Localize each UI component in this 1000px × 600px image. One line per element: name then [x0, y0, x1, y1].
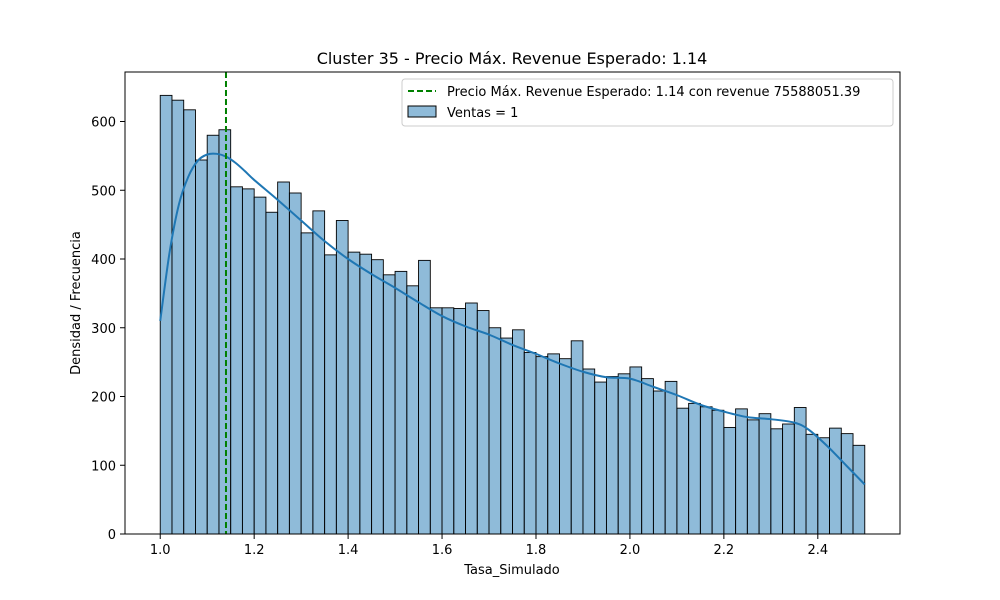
plot-frame: [124, 71, 901, 535]
legend-label-ventas: Ventas = 1: [447, 106, 518, 121]
histogram-bar: [617, 373, 631, 535]
x-tick-label: 1.4: [338, 543, 359, 558]
legend-histogram-swatch: [407, 105, 437, 118]
x-tick-label: 2.2: [714, 543, 735, 558]
histogram-bar: [488, 327, 502, 535]
histogram-bar: [852, 444, 866, 535]
histogram-bar: [535, 356, 549, 535]
y-tick-label: 400: [91, 253, 116, 268]
histogram-bar: [594, 381, 607, 535]
legend-frame: [401, 78, 894, 127]
histogram-bar: [770, 428, 784, 535]
histogram-bar: [394, 270, 408, 535]
histogram-bar: [699, 406, 713, 535]
histogram-bar: [277, 181, 290, 535]
histogram-bar: [241, 188, 255, 535]
histogram-bar: [406, 285, 420, 535]
histogram-bar: [335, 220, 349, 535]
histogram-bar: [629, 366, 643, 535]
histogram-bar: [418, 259, 431, 535]
x-tick-label: 1.2: [244, 543, 265, 558]
histogram-bar: [371, 259, 384, 535]
histogram-bar: [429, 307, 443, 535]
x-tick-label: 1.6: [432, 543, 453, 558]
x-tick-label: 1.8: [526, 543, 547, 558]
histogram-bar: [218, 129, 232, 535]
histogram-bar: [206, 134, 220, 535]
y-tick-label: 300: [91, 322, 116, 337]
y-tick-label: 100: [91, 459, 116, 474]
histogram-bar: [288, 192, 302, 535]
histogram-bar: [382, 274, 396, 535]
y-axis-title: Densidad / Frecuencia: [69, 231, 84, 375]
histogram-bar: [676, 407, 690, 535]
histogram-bar: [195, 159, 208, 535]
histogram-bar: [453, 308, 466, 535]
chart-title: Cluster 35 - Precio Máx. Revenue Esperad…: [317, 49, 708, 68]
histogram-bar: [441, 307, 455, 535]
histogram-bar: [465, 302, 478, 535]
histogram-bar: [688, 402, 701, 535]
axes: 1.0 1.2 1.4 1.6 1.8 2.0 2.2 2.4 0 100 200 300 400 500…: [91, 71, 901, 558]
y-tick-label: 500: [91, 184, 116, 199]
histogram-bar: [312, 210, 326, 535]
legend-label-max-revenue: Precio Máx. Revenue Esperado: 1.14 con r…: [447, 85, 860, 100]
histogram-bar: [664, 380, 678, 535]
x-tick-label: 2.4: [807, 543, 828, 558]
histogram-bar: [300, 232, 314, 535]
x-tick-label: 2.0: [620, 543, 641, 558]
histogram-bar: [265, 211, 279, 535]
histogram-bar: [723, 426, 737, 535]
histogram-bar: [476, 310, 490, 535]
histogram-bar: [605, 376, 619, 535]
x-tick-label: 1.0: [150, 543, 171, 558]
histogram-bar: [758, 413, 772, 535]
histogram-bar: [641, 378, 654, 535]
histogram-bars: [159, 94, 866, 535]
histogram-bar: [324, 254, 337, 535]
y-tick-label: 0: [108, 528, 116, 543]
histogram-bar: [805, 433, 819, 535]
histogram-bar: [230, 186, 243, 535]
histogram-bar: [171, 99, 185, 535]
histogram-bar: [782, 423, 795, 535]
histogram-bar: [735, 408, 748, 535]
histogram-bar: [829, 427, 842, 535]
histogram-bar: [840, 433, 854, 535]
histogram-bar: [347, 251, 361, 535]
kde-curve: [159, 152, 866, 486]
histogram-bar: [253, 196, 267, 535]
histogram-bar: [523, 352, 537, 535]
histogram-bar: [547, 353, 560, 535]
y-tick-label: 600: [91, 116, 116, 131]
histogram-bar: [359, 253, 373, 535]
kde-line: [159, 152, 866, 486]
histogram-bar: [559, 358, 572, 535]
x-axis-title: Tasa_Simulado: [463, 563, 560, 578]
histogram-bar: [817, 437, 830, 535]
y-tick-label: 200: [91, 391, 116, 406]
histogram-bar: [500, 337, 513, 535]
histogram-bar: [711, 409, 725, 535]
histogram-bar: [652, 390, 666, 535]
histogram-bar: [746, 419, 760, 535]
legend: Precio Máx. Revenue Esperado: 1.14 con r…: [401, 78, 894, 127]
histogram-bar: [582, 368, 596, 535]
histogram-bar: [512, 329, 525, 535]
